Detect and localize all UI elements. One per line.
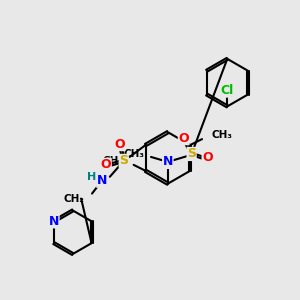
Text: CH₂: CH₂	[63, 194, 84, 203]
Text: CH₃: CH₃	[123, 149, 144, 159]
Text: CH₃: CH₃	[103, 156, 124, 166]
Text: Cl: Cl	[221, 84, 234, 97]
Text: S: S	[119, 154, 128, 167]
Text: O: O	[115, 138, 125, 151]
Text: N: N	[49, 215, 59, 228]
Text: N: N	[97, 174, 107, 187]
Text: O: O	[202, 152, 213, 164]
Text: S: S	[187, 148, 196, 160]
Text: O: O	[178, 132, 189, 145]
Text: N: N	[163, 155, 173, 168]
Text: H: H	[87, 172, 96, 182]
Text: CH₃: CH₃	[212, 130, 233, 140]
Text: O: O	[100, 158, 111, 171]
